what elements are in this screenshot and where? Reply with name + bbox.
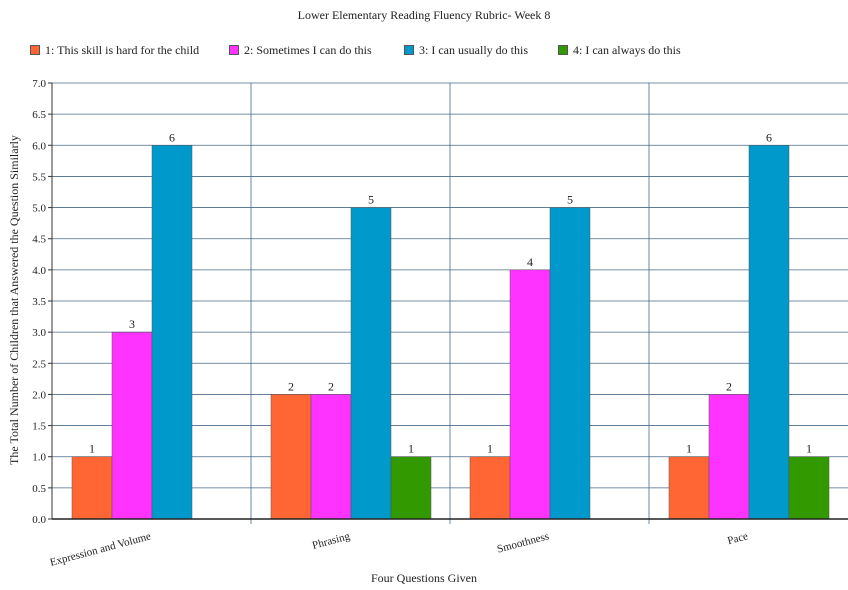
x-tick-label: Pace	[726, 530, 749, 547]
bar-value-label: 1	[89, 442, 95, 456]
legend-swatch	[404, 45, 414, 55]
y-tick-label: 1.0	[32, 452, 46, 464]
legend-swatch	[229, 45, 239, 55]
y-axis-title: The Total Number of Children that Answer…	[7, 135, 21, 465]
y-tick-label: 5.5	[32, 171, 46, 183]
bar-value-label: 1	[487, 442, 493, 456]
legend-swatch	[558, 45, 568, 55]
x-tick-label: Smoothness	[496, 530, 550, 555]
legend-label: 3: I can usually do this	[419, 43, 528, 57]
legend-swatch	[30, 45, 40, 55]
bar-value-label: 1	[408, 442, 414, 456]
bar-value-label: 1	[806, 442, 812, 456]
y-tick-label: 6.5	[32, 109, 46, 121]
bar-value-label: 2	[726, 379, 732, 393]
y-tick-label: 0.5	[32, 483, 46, 495]
bar-value-label: 1	[686, 442, 692, 456]
bar	[549, 207, 591, 520]
bar-value-label: 6	[766, 130, 772, 144]
y-tick-label: 2.5	[32, 358, 46, 370]
bar	[270, 394, 312, 520]
bar	[469, 456, 511, 520]
bar-value-label: 5	[368, 193, 374, 207]
bar	[151, 145, 193, 520]
bar	[310, 394, 352, 520]
bar	[788, 456, 830, 520]
legend-label: 1: This skill is hard for the child	[45, 43, 200, 57]
y-tick-label: 4.0	[32, 265, 46, 277]
bar-value-label: 3	[129, 317, 135, 331]
y-tick-label: 6.0	[32, 140, 46, 152]
bar	[71, 456, 113, 520]
bar	[708, 394, 750, 520]
bar	[111, 331, 153, 520]
x-tick-label: Expression and Volume	[49, 530, 153, 569]
x-axis-title: Four Questions Given	[371, 571, 477, 585]
bar	[748, 145, 790, 520]
bar	[509, 269, 551, 520]
y-tick-label: 3.5	[32, 296, 46, 308]
bar-value-label: 6	[169, 130, 175, 144]
bar	[668, 456, 710, 520]
bar-value-label: 2	[288, 379, 294, 393]
bar	[350, 207, 392, 520]
y-tick-label: 4.5	[32, 234, 46, 246]
legend-label: 2: Sometimes I can do this	[244, 43, 372, 57]
bar-value-label: 2	[328, 379, 334, 393]
y-tick-label: 2.0	[32, 389, 46, 401]
bar	[390, 456, 432, 520]
y-tick-label: 3.0	[32, 327, 46, 339]
bar-value-label: 4	[527, 255, 533, 269]
legend-label: 4: I can always do this	[573, 43, 681, 57]
y-tick-label: 7.0	[32, 78, 46, 90]
x-tick-label: Phrasing	[311, 530, 352, 552]
bar-value-label: 5	[567, 193, 573, 207]
chart-title: Lower Elementary Reading Fluency Rubric-…	[297, 8, 551, 22]
y-tick-label: 1.5	[32, 421, 46, 433]
y-tick-label: 5.0	[32, 203, 46, 215]
y-tick-label: 0.0	[32, 514, 46, 526]
